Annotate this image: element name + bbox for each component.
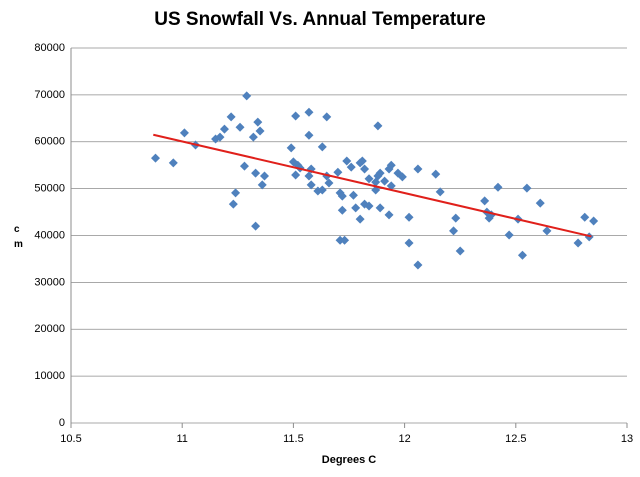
point bbox=[380, 176, 390, 186]
point bbox=[215, 132, 225, 142]
point bbox=[360, 164, 370, 174]
point bbox=[384, 210, 394, 220]
point bbox=[219, 124, 229, 134]
point bbox=[348, 190, 358, 200]
point bbox=[455, 246, 465, 256]
point bbox=[451, 213, 461, 223]
point bbox=[242, 91, 252, 101]
point bbox=[322, 112, 332, 122]
point bbox=[304, 130, 314, 140]
point bbox=[413, 260, 423, 270]
x-tick-label: 10.5 bbox=[60, 433, 81, 445]
x-axis-label: Degrees C bbox=[322, 454, 376, 466]
point bbox=[317, 185, 327, 195]
point bbox=[179, 128, 189, 138]
point bbox=[357, 156, 367, 166]
x-tick-label: 13 bbox=[621, 433, 633, 445]
point bbox=[542, 226, 552, 236]
point bbox=[504, 230, 514, 240]
y-tick-label: 40000 bbox=[34, 229, 65, 241]
point bbox=[286, 143, 296, 153]
y-tick-label: 50000 bbox=[34, 183, 65, 195]
chart-title: US Snowfall Vs. Annual Temperature bbox=[154, 9, 486, 30]
point bbox=[248, 132, 258, 142]
y-axis-label: cm bbox=[14, 224, 23, 250]
point bbox=[522, 183, 532, 193]
point bbox=[239, 161, 249, 171]
point bbox=[404, 212, 414, 222]
point bbox=[291, 170, 301, 180]
point bbox=[251, 168, 261, 178]
point bbox=[346, 162, 356, 172]
point bbox=[355, 214, 365, 224]
point bbox=[375, 168, 385, 178]
point bbox=[431, 169, 441, 179]
point bbox=[231, 188, 241, 198]
point bbox=[306, 180, 316, 190]
point bbox=[364, 174, 374, 184]
point bbox=[480, 196, 490, 206]
point bbox=[255, 126, 265, 136]
point bbox=[386, 181, 396, 191]
trendline bbox=[153, 133, 592, 238]
point bbox=[404, 238, 414, 248]
point bbox=[304, 107, 314, 117]
point bbox=[413, 164, 423, 174]
y-tick-label: 80000 bbox=[34, 42, 65, 54]
point bbox=[151, 153, 161, 163]
point bbox=[449, 226, 459, 236]
y-tick-label: 0 bbox=[59, 417, 65, 429]
point bbox=[337, 205, 347, 215]
point bbox=[253, 117, 263, 127]
point bbox=[340, 235, 350, 245]
x-tick-label: 11.5 bbox=[283, 433, 304, 445]
point bbox=[228, 199, 238, 209]
x-tick-label: 11 bbox=[176, 433, 187, 445]
point bbox=[397, 172, 407, 182]
y-tick-label: 10000 bbox=[34, 370, 65, 382]
point bbox=[168, 158, 178, 168]
point bbox=[535, 198, 545, 208]
x-tick-label: 12 bbox=[398, 433, 410, 445]
y-tick-label: 20000 bbox=[34, 323, 65, 335]
point bbox=[259, 171, 269, 181]
point bbox=[226, 112, 236, 122]
point bbox=[317, 142, 327, 152]
x-tick-label: 12.5 bbox=[505, 433, 526, 445]
point bbox=[337, 191, 347, 201]
point bbox=[342, 156, 352, 166]
point bbox=[375, 203, 385, 213]
y-tick-label: 30000 bbox=[34, 276, 65, 288]
point bbox=[589, 216, 599, 226]
point bbox=[291, 111, 301, 121]
point bbox=[386, 160, 396, 170]
point bbox=[251, 221, 261, 231]
point bbox=[304, 171, 314, 181]
y-tick-label: 60000 bbox=[34, 136, 65, 148]
point bbox=[257, 180, 267, 190]
point bbox=[573, 238, 583, 248]
point bbox=[364, 201, 374, 211]
y-tick-label: 70000 bbox=[34, 89, 65, 101]
point bbox=[493, 182, 503, 192]
point bbox=[373, 121, 383, 131]
point bbox=[580, 212, 590, 222]
point bbox=[351, 203, 361, 213]
point bbox=[324, 178, 334, 188]
point bbox=[235, 122, 245, 132]
point bbox=[333, 167, 343, 177]
point bbox=[435, 187, 445, 197]
point bbox=[517, 250, 527, 260]
